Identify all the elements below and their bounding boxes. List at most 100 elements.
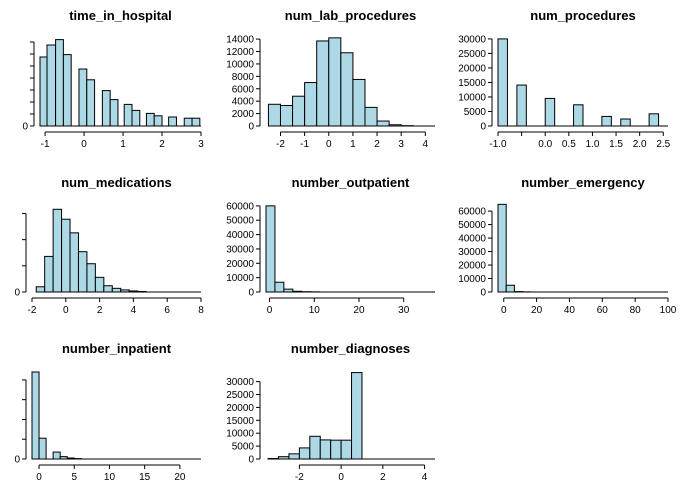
histogram-bar xyxy=(265,205,276,293)
x-tick-label: 2 xyxy=(374,139,380,150)
y-tick-label: 25000 xyxy=(458,49,486,60)
panel-title: num_lab_procedures xyxy=(285,8,417,23)
x-tick-label: 8 xyxy=(198,305,204,316)
histogram-panel: number_emergency 0 20 40 60 80 100 0 10000 20000 3… xyxy=(458,175,677,316)
y-tick-label: 25000 xyxy=(226,390,254,401)
x-tick-label: 3 xyxy=(398,139,404,150)
histogram-bar xyxy=(109,99,119,127)
histogram-bar xyxy=(101,90,111,127)
panel-title: number_outpatient xyxy=(292,175,410,190)
x-tick-label: 100 xyxy=(660,305,677,316)
histogram-bar xyxy=(648,113,660,127)
y-tick-label: 60000 xyxy=(226,201,254,212)
y-tick-label: 14000 xyxy=(226,35,254,46)
histogram-bar xyxy=(316,40,330,127)
x-tick-label: 0 xyxy=(338,472,344,483)
histogram-bar xyxy=(44,255,54,293)
x-tick-label: 2 xyxy=(380,472,386,483)
histogram-bar xyxy=(288,453,300,460)
histogram-bar xyxy=(131,109,141,127)
histogram-bar xyxy=(62,54,72,127)
histogram-bar xyxy=(86,263,96,293)
histogram-bar xyxy=(340,439,353,460)
y-tick-label: 20000 xyxy=(458,261,486,272)
histogram-bar xyxy=(183,117,193,127)
x-tick-label: 4 xyxy=(131,305,137,316)
histogram-bar xyxy=(309,435,321,460)
y-tick-label: 0 xyxy=(248,455,254,466)
x-tick-label: 1 xyxy=(350,139,356,150)
panel-title: number_emergency xyxy=(521,175,645,190)
y-tick-label: 60000 xyxy=(458,207,486,218)
x-tick-label: 10 xyxy=(104,472,116,483)
x-tick-label: 1.0 xyxy=(585,139,599,150)
y-tick-label: 15000 xyxy=(458,78,486,89)
histogram-bar xyxy=(145,112,155,127)
x-tick-label: -2 xyxy=(28,305,37,316)
x-tick-label: -2 xyxy=(295,472,304,483)
histogram-bar xyxy=(497,203,507,293)
x-tick-label: -1 xyxy=(300,139,309,150)
histogram-bar xyxy=(94,276,105,293)
histogram-bar xyxy=(38,437,47,460)
x-tick-label: -1.0 xyxy=(489,139,507,150)
x-tick-label: 4 xyxy=(423,139,429,150)
histogram-panel: number_inpatient 0 5 10 15 20 0 xyxy=(14,341,201,483)
histogram-bar xyxy=(304,82,318,127)
x-tick-label: 0.5 xyxy=(562,139,576,150)
histogram-bar xyxy=(31,371,40,460)
histogram-panel: number_diagnoses -2 0 2 4 0 5000 10000 15000 2000… xyxy=(226,341,435,483)
panel-title: number_diagnoses xyxy=(291,341,410,356)
histogram-bar xyxy=(39,56,48,127)
y-tick-label: 30000 xyxy=(226,377,254,388)
histogram-bar xyxy=(35,286,46,293)
x-tick-label: 30 xyxy=(398,305,410,316)
x-tick-label: 4 xyxy=(422,472,428,483)
y-tick-label: 2000 xyxy=(232,109,255,120)
y-tick-label: 8000 xyxy=(232,72,255,83)
y-tick-label: 10000 xyxy=(458,92,486,103)
y-tick-label: 10000 xyxy=(226,273,254,284)
histogram-bar xyxy=(376,120,390,127)
histogram-bar xyxy=(55,39,64,127)
x-tick-label: 2.0 xyxy=(633,139,647,150)
y-tick-label: 0 xyxy=(14,288,20,299)
histogram-bar xyxy=(123,103,133,127)
y-tick-label: 10000 xyxy=(226,429,254,440)
histogram-bar xyxy=(364,106,378,127)
histogram-bar xyxy=(620,118,631,127)
histogram-bar xyxy=(61,218,71,293)
x-tick-label: 15 xyxy=(139,472,151,483)
x-tick-label: 60 xyxy=(597,305,609,316)
x-tick-label: 20 xyxy=(353,305,365,316)
histogram-bar xyxy=(544,97,556,127)
x-tick-label: 20 xyxy=(174,472,186,483)
y-tick-label: 20000 xyxy=(226,259,254,270)
histogram-panel: num_medications -2 0 2 4 6 8 0 xyxy=(14,175,204,316)
y-tick-label: 12000 xyxy=(226,47,254,58)
x-tick-label: 0 xyxy=(63,305,69,316)
x-tick-label: 40 xyxy=(564,305,576,316)
histogram-bar xyxy=(52,451,61,460)
histogram-bar xyxy=(267,103,281,127)
y-tick-label: 30000 xyxy=(458,247,486,258)
histogram-panel: number_outpatient 0 10 20 30 0 10000 20000 30000… xyxy=(226,175,435,316)
y-tick-label: 10000 xyxy=(458,274,486,285)
histogram-bar xyxy=(505,284,515,293)
histogram-panel: time_in_hospital -1 0 1 2 3 0 xyxy=(22,8,204,150)
x-tick-label: 2.5 xyxy=(656,139,670,150)
histogram-bar xyxy=(111,287,122,293)
x-tick-label: 10 xyxy=(309,305,321,316)
y-tick-label: 40000 xyxy=(458,234,486,245)
y-tick-label: 6000 xyxy=(232,84,255,95)
histogram-bar xyxy=(330,439,342,460)
y-tick-label: 20000 xyxy=(458,63,486,74)
panel-title: num_medications xyxy=(61,175,172,190)
panel-title: time_in_hospital xyxy=(69,8,172,23)
y-tick-label: 15000 xyxy=(226,416,254,427)
histogram-bar xyxy=(191,117,201,127)
histogram-bar xyxy=(78,68,88,127)
y-tick-label: 5000 xyxy=(232,442,255,453)
